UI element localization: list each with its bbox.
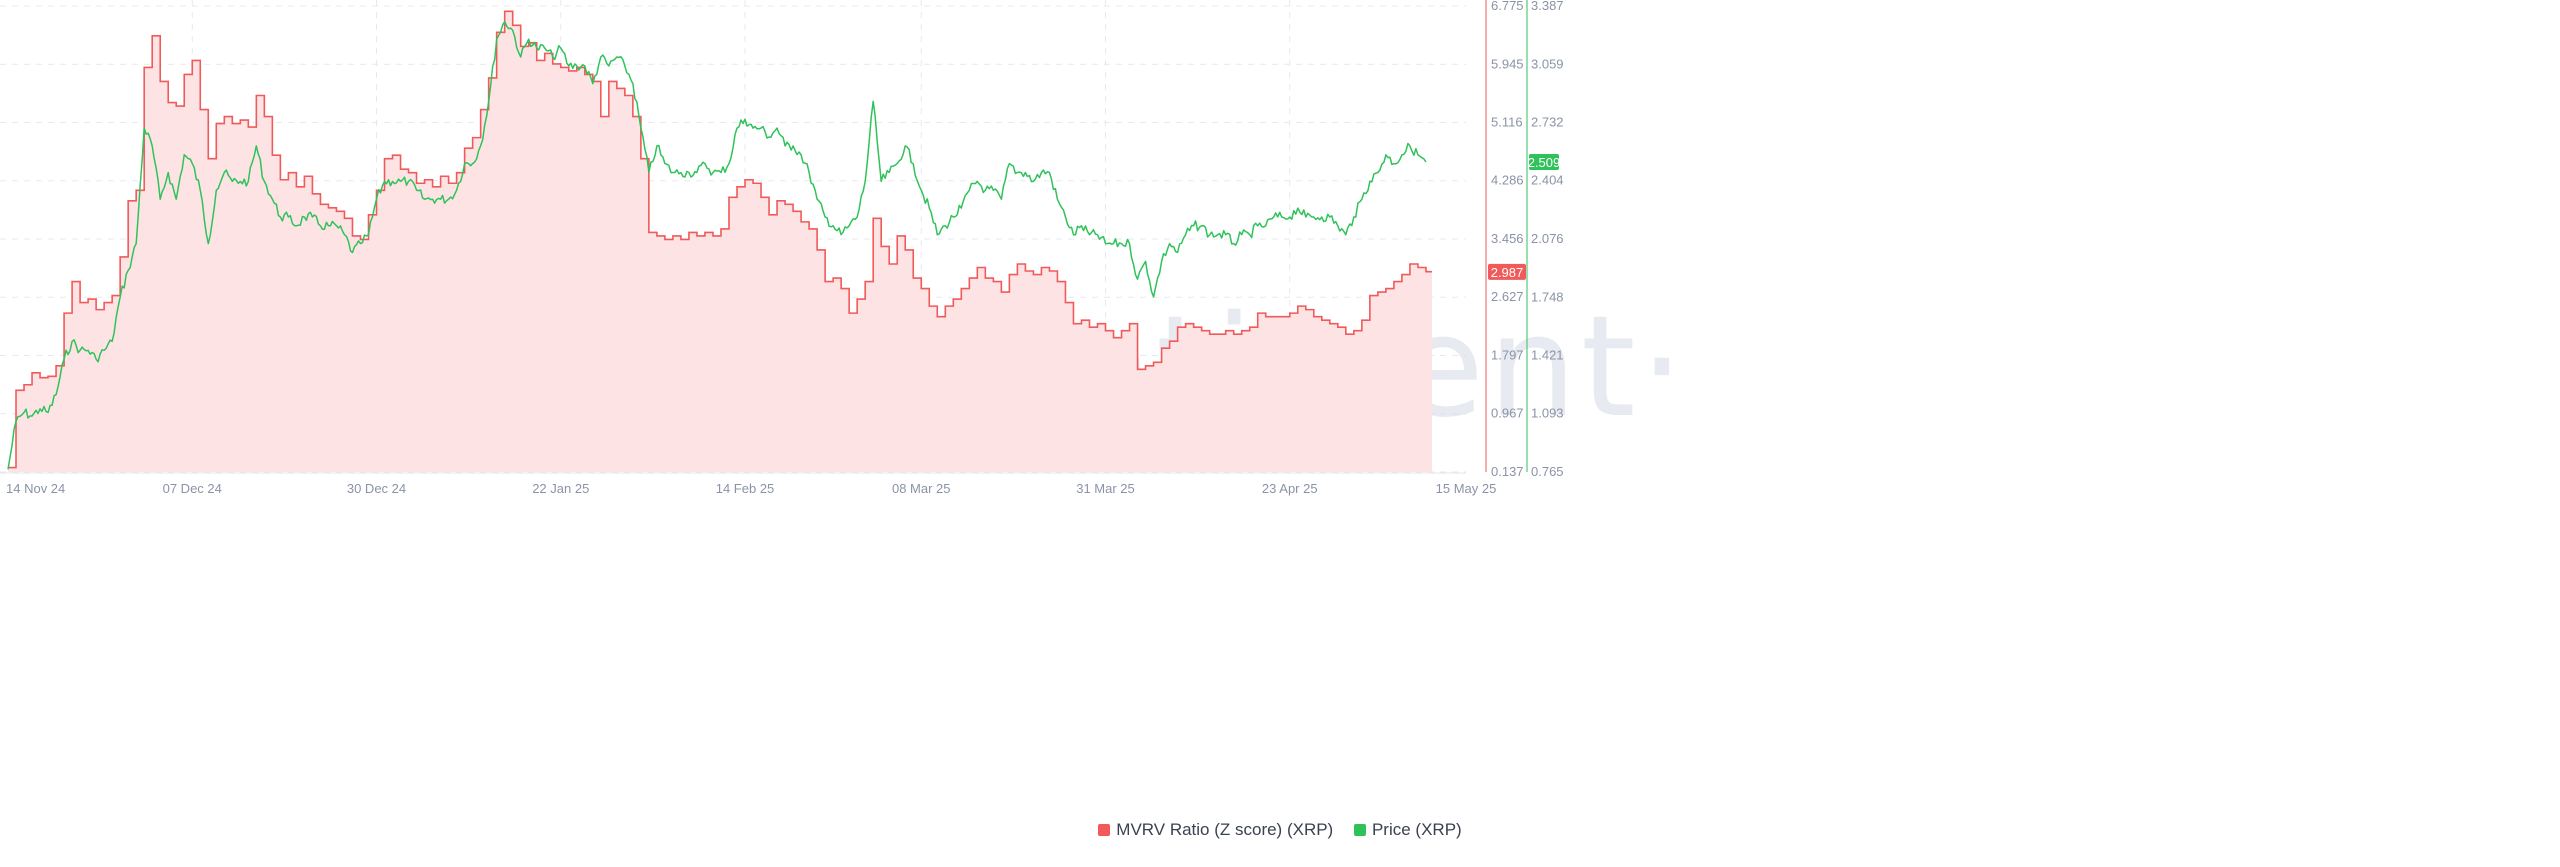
price-line — [7, 20, 1427, 470]
right-tick-label: 2.732 — [1531, 114, 1564, 129]
mvrv-swatch — [1098, 824, 1111, 836]
mvrv-last-value-badge — [1488, 263, 1526, 280]
legend-item-mvrv[interactable]: MVRV Ratio (Z score) (XRP) — [1098, 820, 1333, 840]
legend-label-mvrv: MVRV Ratio (Z score) (XRP) — [1116, 820, 1334, 839]
x-tick-label: 14 Nov 24 — [6, 481, 65, 496]
x-tick-label: 31 Mar 25 — [1076, 481, 1135, 496]
x-axis-labels: 14 Nov 24 07 Dec 24 30 Dec 24 22 Jan 25 14 F… — [6, 481, 1496, 496]
right-axis-labels: 3.387 3.059 2.732 2.404 2.076 1.748 1.421 1.093… — [1531, 0, 1564, 479]
left-tick-label: 0.967 — [1491, 406, 1524, 421]
axes — [0, 0, 1528, 474]
mvrv-last-value: 2.987 — [1491, 265, 1524, 280]
right-tick-label: 3.387 — [1531, 0, 1564, 13]
left-tick-label: 3.456 — [1491, 231, 1524, 246]
left-tick-label: 5.116 — [1491, 114, 1523, 129]
right-tick-label: 1.421 — [1531, 347, 1564, 362]
mvrv-line — [8, 10, 1432, 469]
price-swatch — [1353, 824, 1366, 836]
left-tick-label: 4.286 — [1491, 173, 1524, 188]
legend-item-price[interactable]: Price (XRP) — [1353, 820, 1462, 840]
mvrv-area — [8, 11, 1432, 473]
right-tick-label: 2.404 — [1531, 173, 1564, 188]
x-tick-label: 08 Mar 25 — [892, 481, 951, 496]
left-tick-label: 5.945 — [1491, 56, 1524, 71]
legend: MVRV Ratio (Z score) (XRP) Price (XRP) — [0, 820, 2560, 841]
x-tick-label: 15 May 25 — [1436, 481, 1497, 496]
left-tick-label: 6.775 — [1491, 0, 1524, 13]
left-axis-labels: 6.775 5.945 5.116 4.286 3.456 2.627 1.797 0.967… — [1491, 0, 1524, 479]
right-tick-label: 1.093 — [1531, 406, 1564, 421]
left-tick-label: 1.797 — [1491, 347, 1524, 362]
x-tick-label: 30 Dec 24 — [347, 481, 406, 496]
left-tick-label: 0.137 — [1491, 464, 1524, 479]
price-last-value: 2.509 — [1528, 155, 1561, 170]
price-last-value-badge — [1529, 154, 1559, 171]
x-tick-label: 14 Feb 25 — [716, 481, 775, 496]
right-tick-label: 1.748 — [1531, 289, 1564, 304]
right-tick-label: 0.765 — [1531, 464, 1564, 479]
right-tick-label: 2.076 — [1531, 231, 1564, 246]
right-tick-label: 3.059 — [1531, 56, 1564, 71]
left-tick-label: 2.627 — [1491, 289, 1524, 304]
legend-label-price: Price (XRP) — [1371, 820, 1462, 839]
x-tick-label: 23 Apr 25 — [1262, 481, 1318, 496]
last-value-badges: 2.987 2.509 — [1488, 154, 1560, 280]
x-tick-label: 22 Jan 25 — [532, 481, 589, 496]
plot-area — [7, 10, 1432, 473]
x-tick-label: 07 Dec 24 — [163, 481, 222, 496]
